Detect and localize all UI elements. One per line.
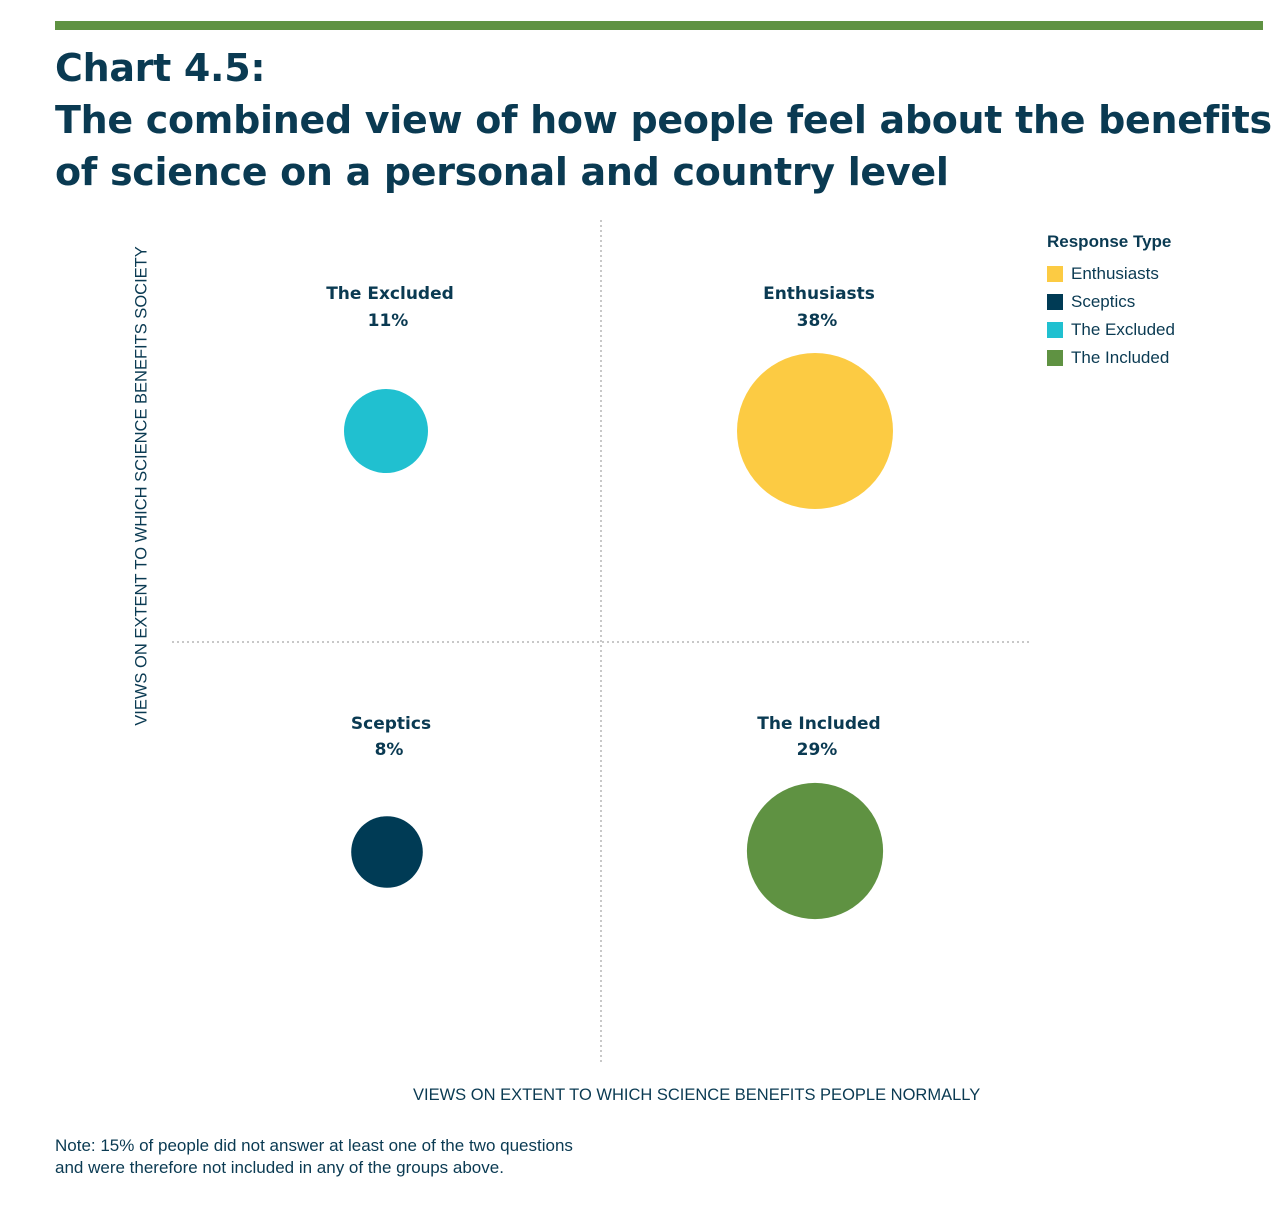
legend-items: Enthusiasts Sceptics The Excluded The Inclu… — [1047, 260, 1175, 372]
legend-item-the-excluded: The Excluded — [1047, 316, 1175, 344]
bubble-label-enthusiasts: Enthusiasts — [763, 284, 875, 304]
legend-label-the-excluded: The Excluded — [1071, 320, 1175, 339]
legend-label-enthusiasts: Enthusiasts — [1071, 264, 1159, 283]
chart-number: Chart 4.5: — [55, 46, 266, 90]
chart-title-line-2: of science on a personal and country lev… — [55, 150, 949, 194]
footnote-line-2: and were therefore not included in any o… — [55, 1158, 504, 1177]
bubble-label-sceptics: Sceptics — [351, 714, 431, 734]
bubble-value-enthusiasts: 38% — [797, 311, 838, 331]
legend-swatch-sceptics — [1047, 294, 1063, 310]
legend-label-sceptics: Sceptics — [1071, 292, 1136, 311]
bubble-enthusiasts — [737, 353, 893, 509]
bubble-the-excluded — [344, 389, 428, 473]
bubble-the-included — [746, 782, 884, 920]
x-axis-label: VIEWS ON EXTENT TO WHICH SCIENCE BENEFIT… — [413, 1086, 981, 1104]
bubble-value-the-included: 29% — [797, 740, 838, 760]
chart-title-line-1: The combined view of how people feel abo… — [55, 98, 1272, 142]
legend-item-enthusiasts: Enthusiasts — [1047, 260, 1175, 288]
legend: Response Type Enthusiasts Sceptics The Exc… — [1047, 232, 1175, 372]
bubble-label-the-excluded: The Excluded — [326, 284, 454, 304]
legend-swatch-enthusiasts — [1047, 266, 1063, 282]
footnote-line-1: Note: 15% of people did not answer at le… — [55, 1136, 573, 1155]
bubble-sceptics — [351, 816, 423, 888]
legend-item-sceptics: Sceptics — [1047, 288, 1175, 316]
top-accent-rule — [55, 21, 1263, 30]
legend-title: Response Type — [1047, 232, 1172, 251]
bubbles-layer: Enthusiasts 38% Sceptics 8% The Excluded 11% T… — [326, 284, 893, 920]
bubble-value-the-excluded: 11% — [368, 311, 409, 331]
bubble-value-sceptics: 8% — [375, 740, 404, 760]
legend-label-the-included: The Included — [1071, 348, 1170, 367]
legend-item-the-included: The Included — [1047, 344, 1175, 372]
footnote: Note: 15% of people did not answer at le… — [55, 1135, 573, 1179]
bubble-label-the-included: The Included — [757, 714, 880, 734]
chart-title: Chart 4.5: The combined view of how peop… — [55, 42, 1272, 198]
y-axis-label: VIEWS ON EXTENT TO WHICH SCIENCE BENEFIT… — [132, 246, 151, 726]
legend-swatch-the-excluded — [1047, 322, 1063, 338]
legend-swatch-the-included — [1047, 350, 1063, 366]
